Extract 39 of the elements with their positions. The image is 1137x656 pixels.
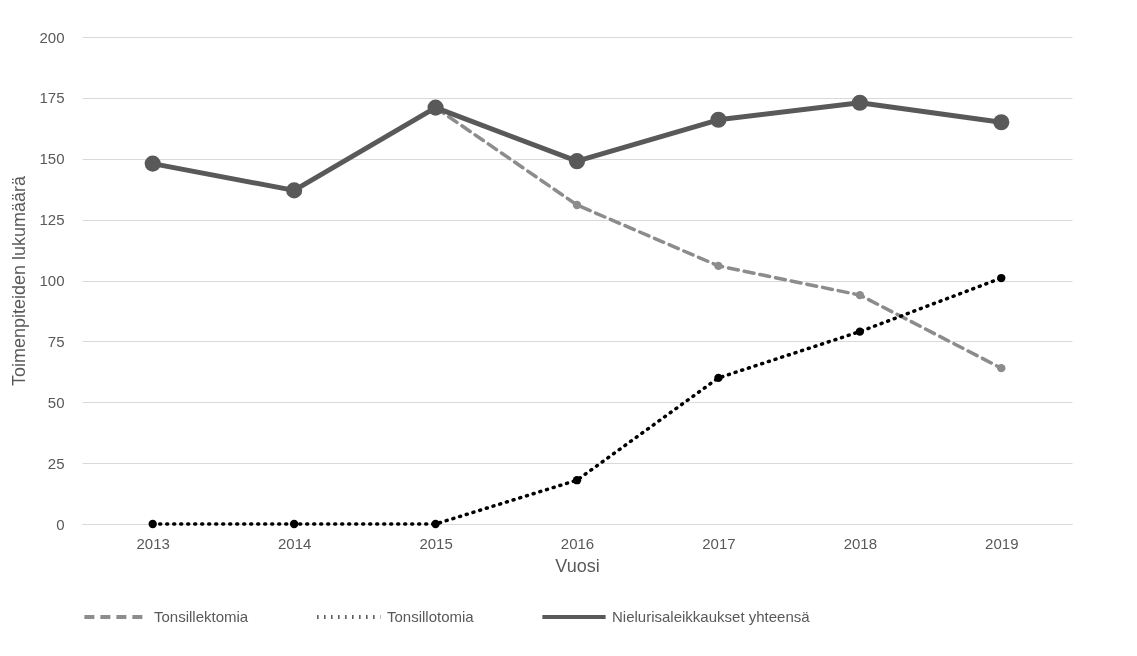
x-tick-label: 2018: [843, 534, 878, 552]
x-tick-label: 2019: [985, 534, 1019, 552]
point: [148, 519, 157, 529]
point: [427, 99, 444, 116]
y-tick-label: 0: [56, 515, 65, 533]
point: [572, 476, 582, 485]
point: [710, 111, 727, 128]
x-tick-label: 2014: [277, 534, 312, 552]
point: [568, 153, 586, 170]
point: [714, 373, 723, 383]
point: [997, 363, 1006, 373]
y-tick-label: 175: [39, 89, 65, 107]
point: [289, 519, 299, 529]
legend-label: Tonsillektomia: [154, 608, 249, 625]
y-tick-label: 50: [47, 393, 65, 411]
y-axis-title: Toimenpiteiden lukumäärä: [9, 174, 30, 387]
point: [993, 114, 1010, 131]
legend-label: Nielurisaleikkaukset yhteensä: [612, 608, 811, 625]
point: [714, 261, 723, 271]
point: [855, 290, 865, 300]
y-tick-label: 25: [47, 454, 65, 472]
point: [572, 200, 582, 210]
x-axis-title: Vuosi: [555, 555, 600, 576]
point: [286, 182, 303, 199]
x-tick-label: 2017: [702, 534, 736, 552]
point: [855, 327, 865, 336]
y-tick-label: 100: [39, 272, 65, 289]
legend-label: Tonsillotomia: [387, 608, 475, 625]
x-tick-label: 2015: [419, 534, 453, 552]
point: [431, 519, 440, 529]
x-tick-label: 2016: [560, 534, 595, 552]
point: [144, 155, 161, 172]
y-tick-label: 125: [39, 211, 65, 229]
y-tick-label: 150: [39, 150, 65, 168]
point: [851, 94, 868, 111]
point: [997, 273, 1006, 283]
y-tick-label: 75: [47, 332, 65, 350]
x-tick-label: 2013: [136, 534, 170, 552]
y-tick-label: 200: [39, 28, 65, 46]
